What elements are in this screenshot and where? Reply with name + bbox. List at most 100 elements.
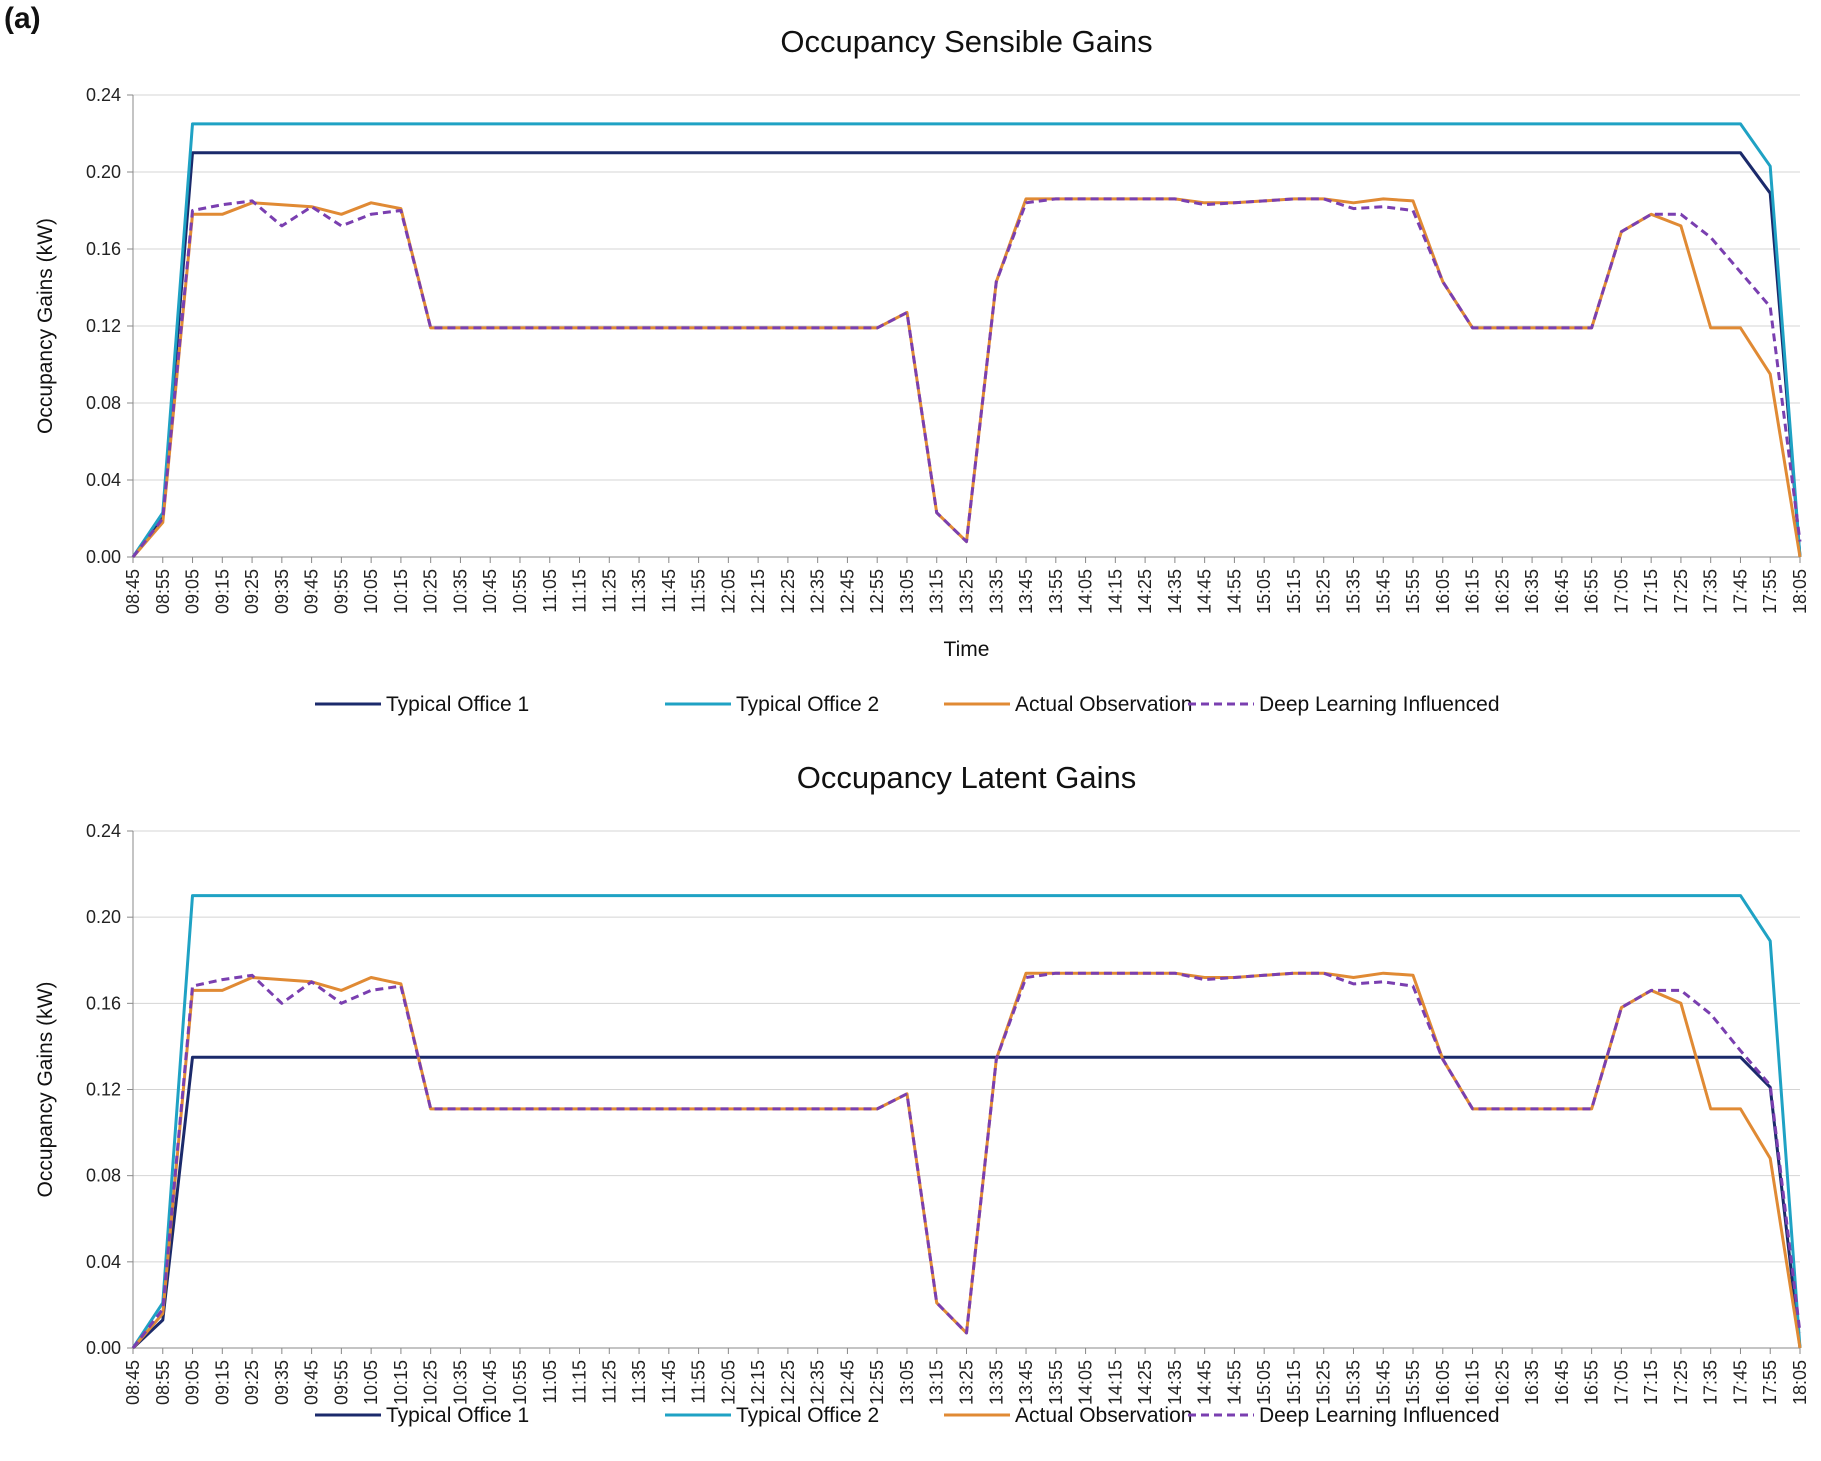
x-tick-label: 11:05 (540, 1360, 560, 1404)
x-tick-label: 08:45 (123, 1360, 143, 1405)
x-tick-label: 12:45 (837, 1360, 857, 1405)
x-tick-label: 09:45 (302, 569, 322, 614)
x-tick-label: 14:45 (1195, 569, 1215, 614)
series-line-3 (131, 971, 1802, 1349)
x-tick-label: 15:35 (1343, 1360, 1363, 1405)
y-tick-label: 0.08 (86, 393, 121, 413)
chart-2: Occupancy Latent Gains 0.00 0.04 0.08 0.12 0.… (34, 760, 1810, 1427)
x-tick-label: 16:35 (1522, 569, 1542, 614)
panel-label: (a) (4, 2, 41, 35)
x-tick-label: 15:05 (1254, 1360, 1274, 1405)
x-tick-label: 08:55 (153, 1360, 173, 1405)
x-tick-label: 13:05 (897, 569, 917, 614)
x-tick-label: 17:25 (1671, 1360, 1691, 1405)
x-tick-label: 10:45 (480, 569, 500, 614)
x-tick-label: 17:25 (1671, 569, 1691, 614)
x-tick-label: 09:15 (212, 569, 232, 614)
x-tick-label: 17:45 (1730, 569, 1750, 614)
x-tick-label: 15:55 (1403, 1360, 1423, 1405)
x-tick-label: 16:25 (1492, 1360, 1512, 1405)
x-tick-label: 11:45 (659, 1360, 679, 1404)
x-tick-label: 11:55 (689, 1360, 709, 1404)
x-tick-label: 12:35 (808, 569, 828, 614)
chart-title: Occupancy Sensible Gains (780, 24, 1152, 59)
x-tick-label: 17:05 (1611, 569, 1631, 614)
x-axis-label: Time (944, 638, 990, 661)
x-tick-label: 17:45 (1730, 1360, 1750, 1405)
legend-label: Deep Learning Influenced (1259, 693, 1500, 716)
y-tick-label: 0.24 (86, 85, 121, 105)
series-line-2 (131, 122, 1802, 558)
x-tick-label: 15:25 (1314, 569, 1334, 614)
x-tick-label: 18:05 (1790, 569, 1810, 614)
x-tick-label: 09:35 (272, 569, 292, 614)
y-tick-label: 0.20 (86, 907, 121, 927)
x-tick-label: 11:25 (599, 1360, 619, 1404)
x-tick-label: 09:25 (242, 569, 262, 614)
x-tick-label: 16:45 (1552, 569, 1572, 614)
x-tick-label: 12:25 (778, 569, 798, 614)
x-tick-label: 09:25 (242, 1360, 262, 1405)
x-tick-label: 18:05 (1790, 1360, 1810, 1405)
x-tick-label: 16:15 (1463, 1360, 1483, 1405)
x-tick-label: 14:55 (1224, 1360, 1244, 1405)
legend-label: Typical Office 1 (386, 1404, 529, 1427)
x-tick-label: 08:55 (153, 569, 173, 614)
x-tick-label: 14:15 (1105, 1360, 1125, 1405)
x-tick-label: 16:25 (1492, 569, 1512, 614)
x-tick-label: 16:55 (1582, 1360, 1602, 1405)
x-tick-label: 17:55 (1760, 1360, 1780, 1405)
y-tick-label: 0.08 (86, 1166, 121, 1186)
x-tick-label: 17:55 (1760, 569, 1780, 614)
x-tick-label: 17:15 (1641, 1360, 1661, 1405)
x-tick-label: 13:55 (1046, 569, 1066, 614)
x-tick-label: 10:45 (480, 1360, 500, 1405)
x-tick-label: 14:45 (1195, 1360, 1215, 1405)
legend-label: Typical Office 1 (386, 693, 529, 716)
x-tick-label: 14:35 (1165, 1360, 1185, 1405)
x-tick-label: 09:35 (272, 1360, 292, 1405)
x-tick-label: 16:05 (1433, 569, 1453, 614)
x-tick-label: 13:35 (986, 569, 1006, 614)
series-line-1 (131, 1055, 1802, 1350)
x-tick-label: 14:15 (1105, 569, 1125, 614)
x-tick-label: 17:15 (1641, 569, 1661, 614)
x-tick-label: 15:45 (1373, 569, 1393, 614)
x-tick-label: 14:25 (1135, 569, 1155, 614)
x-tick-label: 12:15 (748, 569, 768, 614)
x-tick-label: 14:55 (1224, 569, 1244, 614)
y-tick-label: 0.04 (86, 470, 121, 490)
x-tick-label: 13:25 (957, 569, 977, 614)
x-tick-label: 08:45 (123, 569, 143, 614)
x-tick-label: 12:55 (867, 1360, 887, 1405)
x-tick-label: 10:25 (421, 569, 441, 614)
x-tick-label: 09:05 (183, 569, 203, 614)
x-tick-label: 12:05 (718, 1360, 738, 1405)
x-tick-label: 11:05 (540, 569, 560, 613)
y-axis-label: Occupancy Gains (kW) (34, 218, 57, 434)
x-tick-label: 17:35 (1701, 1360, 1721, 1405)
x-tick-label: 15:15 (1284, 1360, 1304, 1405)
x-tick-label: 11:35 (629, 569, 649, 613)
x-tick-label: 13:45 (1016, 1360, 1036, 1405)
x-tick-label: 09:55 (331, 1360, 351, 1405)
x-tick-label: 10:55 (510, 1360, 530, 1405)
x-tick-label: 09:05 (183, 1360, 203, 1405)
x-tick-label: 11:15 (570, 569, 590, 613)
x-tick-label: 16:05 (1433, 1360, 1453, 1405)
y-tick-label: 0.12 (86, 316, 121, 336)
x-tick-label: 15:05 (1254, 569, 1274, 614)
x-tick-label: 17:35 (1701, 569, 1721, 614)
x-tick-label: 10:35 (450, 1360, 470, 1405)
x-tick-label: 13:25 (957, 1360, 977, 1405)
x-tick-label: 16:55 (1582, 569, 1602, 614)
chart-title: Occupancy Latent Gains (797, 760, 1136, 795)
y-axis-label: Occupancy Gains (kW) (34, 982, 57, 1198)
y-tick-label: 0.00 (86, 547, 121, 567)
x-tick-label: 13:45 (1016, 569, 1036, 614)
x-tick-label: 10:55 (510, 569, 530, 614)
series-line-1 (131, 151, 1802, 558)
x-tick-label: 15:35 (1343, 569, 1363, 614)
x-tick-label: 10:05 (361, 569, 381, 614)
